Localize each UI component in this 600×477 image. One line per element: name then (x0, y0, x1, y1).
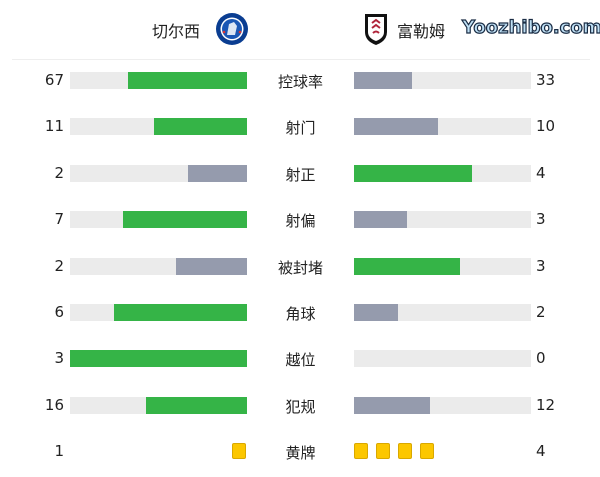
home-value: 6 (54, 303, 64, 321)
home-bar-fill (114, 304, 247, 321)
home-value: 11 (44, 117, 64, 136)
away-bar-fill (354, 118, 439, 136)
home-value: 1 (54, 442, 64, 461)
yellow-card-icon (354, 443, 368, 460)
yellow-card-icon (232, 443, 246, 460)
home-bar (70, 211, 247, 229)
yellow-card-row: 1 黄牌 4 (0, 440, 600, 464)
stat-row: 2 被封堵 3 (0, 255, 600, 279)
home-bar (70, 118, 247, 136)
home-bar-fill (128, 72, 247, 89)
away-bar (354, 257, 531, 275)
stat-label: 射正 (285, 165, 316, 184)
away-bar (354, 304, 531, 321)
home-bar (70, 396, 247, 414)
home-value: 3 (54, 349, 64, 368)
away-value: 12 (536, 395, 556, 414)
home-bar-fill (176, 257, 247, 275)
home-value: 67 (44, 71, 64, 89)
stat-label: 黄牌 (285, 444, 316, 463)
yellow-card-icon (376, 443, 390, 460)
stat-label: 被封堵 (277, 258, 323, 277)
home-value: 7 (54, 210, 64, 229)
away-bar-fill (354, 164, 472, 182)
away-bar-fill (354, 211, 408, 229)
stat-row: 3 越位 0 (0, 347, 600, 371)
match-header: 切尔西 富勒姆 Yoozhibo.com (0, 0, 600, 60)
home-bar-fill (123, 211, 247, 229)
stat-row: 11 射门 10 (0, 115, 600, 139)
fulham-crest-icon (365, 14, 387, 45)
away-team-name: 富勒姆 (397, 22, 446, 41)
stat-label: 犯规 (285, 397, 316, 416)
home-bar (70, 164, 247, 182)
away-bar (354, 118, 531, 136)
away-bar-fill (354, 72, 413, 89)
away-value: 3 (536, 210, 546, 229)
away-value: 0 (536, 349, 546, 368)
yellow-card-icon (420, 443, 434, 460)
stat-label: 角球 (285, 305, 316, 323)
away-value: 4 (536, 442, 546, 461)
away-bar (354, 211, 531, 229)
home-bar (70, 350, 247, 368)
away-bar (354, 396, 531, 414)
away-bar (354, 350, 531, 368)
away-value: 2 (536, 303, 546, 321)
stat-row: 2 射正 4 (0, 162, 600, 186)
away-bar-fill (354, 257, 461, 275)
header-divider (12, 59, 590, 60)
home-value: 16 (44, 395, 64, 414)
away-value: 3 (536, 256, 546, 275)
home-team-name: 切尔西 (152, 22, 201, 41)
stat-row: 67 控球率 33 (0, 69, 600, 93)
stat-label: 控球率 (277, 73, 323, 91)
home-bar (70, 72, 247, 89)
away-bar (354, 164, 531, 182)
away-value: 4 (536, 163, 546, 182)
away-value: 10 (536, 117, 556, 136)
away-bar-fill (354, 396, 430, 414)
chelsea-crest-icon (216, 13, 248, 45)
stat-label: 射门 (285, 119, 316, 138)
away-value: 33 (536, 71, 556, 89)
home-value: 2 (54, 256, 64, 275)
stat-row: 6 角球 2 (0, 301, 600, 325)
stat-row: 16 犯规 12 (0, 394, 600, 418)
stat-label: 越位 (285, 351, 316, 370)
yellow-card-icon (398, 443, 412, 460)
home-bar-fill (154, 118, 247, 136)
home-bar (70, 304, 247, 321)
stat-label: 射偏 (285, 212, 316, 231)
watermark: Yoozhibo.com (461, 16, 600, 38)
home-value: 2 (54, 163, 64, 182)
away-bar-fill (354, 304, 399, 321)
stat-row: 7 射偏 3 (0, 208, 600, 232)
home-bar-fill (188, 164, 247, 182)
away-bar (354, 72, 531, 89)
home-bar (70, 257, 247, 275)
home-bar-fill (70, 350, 247, 368)
home-bar-fill (145, 396, 247, 414)
